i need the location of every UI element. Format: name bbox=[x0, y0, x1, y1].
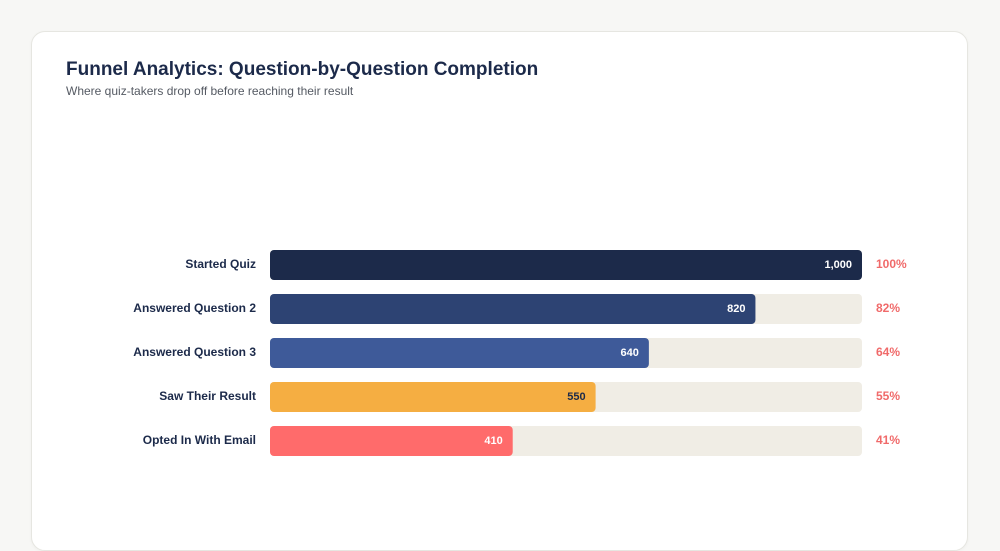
funnel-bar bbox=[270, 338, 649, 368]
percent-label: 100% bbox=[876, 257, 907, 271]
percent-label: 64% bbox=[876, 345, 900, 359]
funnel-bar bbox=[270, 294, 756, 324]
category-label: Opted In With Email bbox=[143, 433, 256, 447]
percent-label: 55% bbox=[876, 389, 900, 403]
category-label: Answered Question 3 bbox=[133, 345, 256, 359]
funnel-bar bbox=[270, 426, 513, 456]
value-label: 550 bbox=[567, 391, 585, 403]
chart-subtitle: Where quiz-takers drop off before reachi… bbox=[66, 84, 354, 98]
funnel-bar bbox=[270, 382, 596, 412]
value-label: 640 bbox=[621, 347, 639, 359]
value-label: 1,000 bbox=[824, 259, 852, 271]
value-label: 410 bbox=[484, 435, 502, 447]
funnel-bar bbox=[270, 250, 862, 280]
category-label: Saw Their Result bbox=[159, 389, 256, 403]
percent-label: 41% bbox=[876, 433, 900, 447]
percent-label: 82% bbox=[876, 301, 900, 315]
funnel-chart: Started Quiz 1,000 100% Answered Question 2… bbox=[133, 250, 907, 456]
chart-card: Funnel Analytics: Question-by-Question C… bbox=[31, 31, 968, 551]
category-label: Answered Question 2 bbox=[133, 301, 256, 315]
value-label: 820 bbox=[727, 303, 745, 315]
chart-title: Funnel Analytics: Question-by-Question C… bbox=[66, 59, 539, 80]
category-label: Started Quiz bbox=[185, 257, 256, 271]
